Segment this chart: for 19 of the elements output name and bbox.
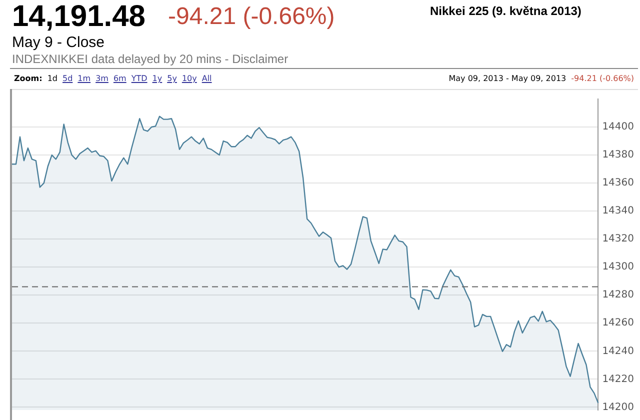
y-tick-label: 14380 xyxy=(602,150,634,161)
text: INDEXNIKKEI data delayed by 20 mins - Disclaimer xyxy=(12,52,288,66)
y-tick-label: 14300 xyxy=(602,262,634,273)
chart-title: 14,191.48 xyxy=(12,0,146,34)
y-tick-label: 14200 xyxy=(602,402,634,413)
text: May 09, 2013 - May 09, 2013 xyxy=(448,74,566,83)
y-tick-label: 14260 xyxy=(602,318,634,329)
text: -94.21 (-0.66%) xyxy=(168,2,335,32)
text: Zoom: 1d 5d 1m 3m 6m YTD 1y 5y 10y All xyxy=(14,74,212,83)
y-tick-label: 14400 xyxy=(602,122,634,133)
text: -94.21 (-0.66%) xyxy=(571,74,634,83)
y-tick-label: 14320 xyxy=(602,234,634,245)
y-tick-label: 14360 xyxy=(602,178,634,189)
chart-subtitle: May 9 - Close xyxy=(12,34,105,51)
y-tick-label: 14240 xyxy=(602,346,634,357)
y-tick-label: 14220 xyxy=(602,374,634,385)
text: Nikkei 225 (9. května 2013) xyxy=(430,4,582,18)
y-tick-label: 14340 xyxy=(602,206,634,217)
y-tick-label: 14280 xyxy=(602,290,634,301)
